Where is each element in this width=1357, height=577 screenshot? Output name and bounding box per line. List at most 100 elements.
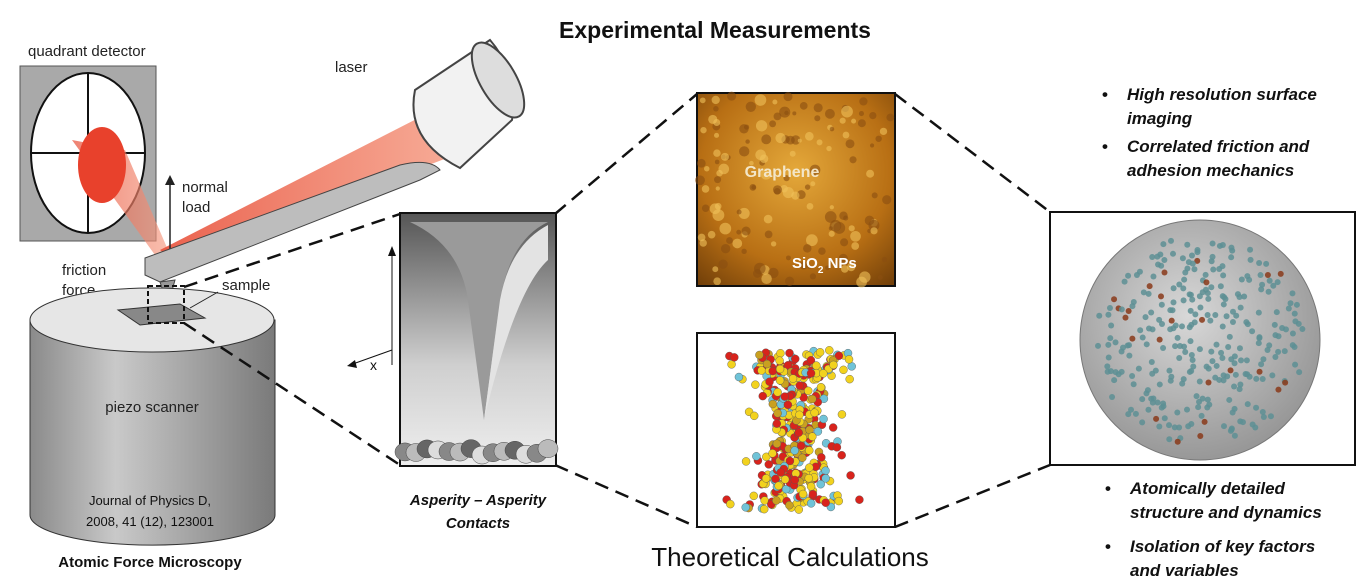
- atom: [781, 393, 789, 401]
- strand: [1292, 311, 1298, 317]
- atom: [820, 415, 828, 423]
- strand: [1120, 345, 1126, 351]
- strand: [1197, 346, 1203, 352]
- bump: [783, 187, 794, 198]
- atom: [845, 355, 853, 363]
- bump: [869, 112, 876, 119]
- bump: [875, 136, 881, 142]
- strand: [1249, 328, 1255, 334]
- atom: [730, 353, 738, 361]
- strand: [1148, 309, 1154, 315]
- strand: [1168, 238, 1174, 244]
- strand: [1292, 362, 1298, 368]
- bump: [716, 170, 722, 176]
- strand: [1148, 396, 1154, 402]
- sphere-image: [1050, 212, 1355, 465]
- atom: [776, 365, 784, 373]
- atom: [785, 349, 793, 357]
- bump: [817, 139, 823, 145]
- bullet-text: structure and dynamics: [1130, 503, 1322, 522]
- strand: [1107, 305, 1113, 311]
- strand: [1205, 312, 1211, 318]
- bump: [771, 241, 776, 246]
- strand: [1189, 352, 1195, 358]
- bullet-dot: •: [1105, 537, 1111, 556]
- strand: [1205, 290, 1211, 296]
- strand: [1096, 313, 1102, 319]
- atom: [799, 490, 807, 498]
- strand: [1225, 344, 1231, 350]
- atom: [791, 476, 799, 484]
- bump: [798, 139, 802, 143]
- strand: [1224, 313, 1230, 319]
- strand: [1160, 241, 1166, 247]
- atom: [726, 500, 734, 508]
- strand: [1190, 261, 1196, 267]
- strand: [1167, 307, 1173, 313]
- bump: [790, 151, 796, 157]
- strand: [1231, 383, 1237, 389]
- strand: [1210, 241, 1216, 247]
- bump: [880, 128, 887, 135]
- bump: [702, 185, 710, 193]
- strand: [1256, 310, 1262, 316]
- strand: [1139, 396, 1145, 402]
- strand: [1159, 302, 1165, 308]
- strand: [1205, 296, 1211, 302]
- citation: 2008, 41 (12), 123001: [86, 514, 214, 529]
- atom: [773, 420, 781, 428]
- bump: [713, 149, 720, 156]
- strand: [1296, 369, 1302, 375]
- strand: [1199, 317, 1205, 323]
- strand: [1188, 368, 1194, 374]
- bump: [727, 92, 736, 101]
- atom: [752, 452, 760, 460]
- figure: Experimental Measurements quadrant detec…: [0, 0, 1357, 577]
- strand: [1195, 404, 1201, 410]
- bullet-text: Atomically detailed: [1129, 479, 1286, 498]
- bump: [700, 127, 706, 133]
- strand: [1241, 294, 1247, 300]
- strand: [1153, 416, 1159, 422]
- strand: [1108, 323, 1114, 329]
- strand: [1214, 342, 1220, 348]
- strand: [1105, 369, 1111, 375]
- bump: [775, 133, 785, 143]
- bump: [737, 210, 742, 215]
- label: sample: [222, 277, 270, 294]
- atom: [817, 383, 825, 391]
- atom: [822, 467, 830, 475]
- strand: [1173, 322, 1179, 328]
- bump: [741, 249, 746, 254]
- strand: [1232, 433, 1238, 439]
- pebble: [538, 440, 558, 458]
- atom: [735, 373, 743, 381]
- bump: [851, 242, 859, 250]
- strand: [1175, 439, 1181, 445]
- bump: [830, 205, 834, 209]
- label: Graphene: [745, 164, 820, 181]
- atom: [772, 497, 780, 505]
- strand: [1184, 242, 1190, 248]
- strand: [1265, 347, 1271, 353]
- bump: [754, 263, 766, 275]
- atom: [776, 349, 784, 357]
- label-part: NPs: [823, 255, 856, 272]
- atom: [776, 357, 784, 365]
- strand: [1204, 404, 1210, 410]
- bump: [784, 92, 793, 101]
- bump: [732, 239, 742, 249]
- bump: [829, 231, 835, 237]
- bump: [697, 159, 706, 168]
- strand: [1146, 326, 1152, 332]
- label: piezo scanner: [105, 399, 198, 416]
- strand: [1104, 363, 1110, 369]
- strand: [1245, 401, 1251, 407]
- strand: [1129, 303, 1135, 309]
- bullet-text: Correlated friction and: [1127, 137, 1310, 156]
- atom: [786, 457, 794, 465]
- strand: [1243, 319, 1249, 325]
- atom: [751, 381, 759, 389]
- strand: [1161, 257, 1167, 263]
- bump: [712, 209, 724, 221]
